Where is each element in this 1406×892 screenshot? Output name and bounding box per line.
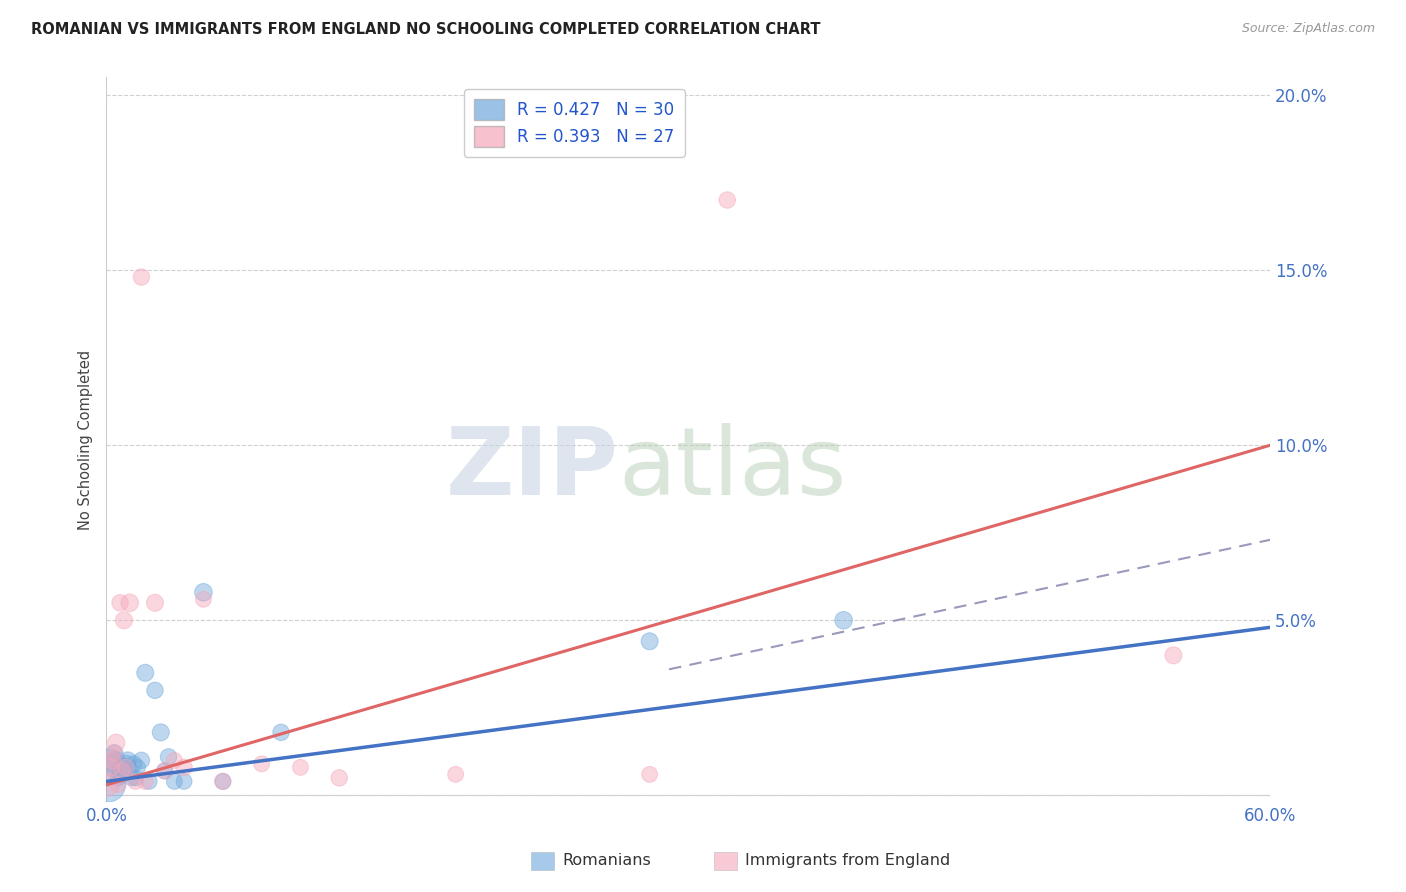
Point	[173, 774, 195, 789]
Point	[153, 764, 176, 778]
Legend: R = 0.427   N = 30, R = 0.393   N = 27: R = 0.427 N = 30, R = 0.393 N = 27	[464, 89, 685, 157]
Point	[107, 771, 129, 785]
Point	[98, 760, 121, 774]
Point	[122, 756, 145, 771]
Text: ROMANIAN VS IMMIGRANTS FROM ENGLAND NO SCHOOLING COMPLETED CORRELATION CHART: ROMANIAN VS IMMIGRANTS FROM ENGLAND NO S…	[31, 22, 821, 37]
Point	[716, 193, 738, 207]
Point	[97, 778, 120, 792]
Point	[1163, 648, 1185, 663]
Point	[212, 774, 235, 789]
Point	[115, 756, 138, 771]
Point	[153, 764, 176, 778]
Text: atlas: atlas	[619, 423, 846, 515]
Point	[134, 665, 156, 680]
Point	[101, 753, 124, 767]
Point	[143, 683, 166, 698]
Point	[105, 736, 128, 750]
Point	[143, 596, 166, 610]
Point	[111, 767, 134, 781]
Point	[108, 596, 131, 610]
Point	[270, 725, 292, 739]
Point	[832, 613, 855, 627]
Point	[173, 760, 195, 774]
Point	[101, 760, 124, 774]
Point	[103, 747, 125, 761]
Point	[149, 725, 172, 739]
Text: Romanians: Romanians	[562, 854, 651, 868]
Point	[118, 764, 141, 778]
Point	[638, 634, 661, 648]
Text: Source: ZipAtlas.com: Source: ZipAtlas.com	[1241, 22, 1375, 36]
Text: Immigrants from England: Immigrants from England	[745, 854, 950, 868]
Point	[444, 767, 467, 781]
Point	[134, 774, 156, 789]
Point	[118, 596, 141, 610]
Point	[111, 764, 134, 778]
Point	[121, 771, 143, 785]
Point	[124, 774, 146, 789]
Point	[163, 774, 186, 789]
Point	[124, 771, 146, 785]
Point	[103, 747, 125, 761]
Point	[127, 760, 149, 774]
Point	[157, 750, 180, 764]
Point	[105, 753, 128, 767]
Point	[328, 771, 350, 785]
Point	[638, 767, 661, 781]
Point	[107, 778, 129, 792]
Point	[115, 760, 138, 774]
Point	[131, 270, 153, 285]
Point	[193, 585, 215, 599]
Point	[193, 592, 215, 607]
Point	[108, 764, 131, 778]
Point	[98, 753, 121, 767]
Point	[212, 774, 235, 789]
Point	[112, 760, 135, 774]
Point	[117, 753, 139, 767]
Point	[290, 760, 312, 774]
Point	[250, 756, 273, 771]
Text: ZIP: ZIP	[446, 423, 619, 515]
Point	[131, 753, 153, 767]
Point	[97, 778, 120, 792]
Point	[163, 753, 186, 767]
Point	[138, 774, 160, 789]
Y-axis label: No Schooling Completed: No Schooling Completed	[79, 350, 93, 530]
Point	[112, 613, 135, 627]
